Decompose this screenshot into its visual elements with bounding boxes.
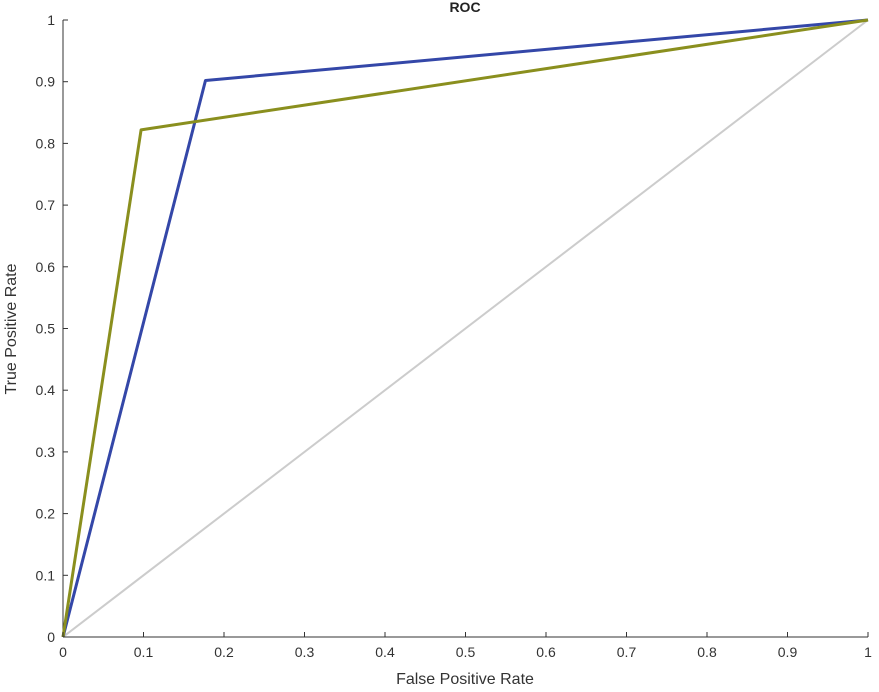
x-tick-label: 0.7 <box>617 644 637 660</box>
x-tick-label: 0.4 <box>375 644 395 660</box>
x-tick-label: 0 <box>59 644 67 660</box>
y-axis-title: True Positive Rate <box>3 263 20 394</box>
x-axis-title: False Positive Rate <box>396 671 534 688</box>
y-tick-label: 0.7 <box>36 197 56 213</box>
y-tick-label: 0.5 <box>36 321 56 337</box>
y-tick-label: 0.8 <box>36 135 56 151</box>
x-tick-label: 1 <box>864 644 872 660</box>
x-tick-label: 0.1 <box>134 644 154 660</box>
y-tick-label: 0.4 <box>36 382 56 398</box>
y-tick-label: 0.3 <box>36 444 56 460</box>
x-tick-label: 0.5 <box>456 644 476 660</box>
series-lines <box>61 18 869 638</box>
y-tick-label: 0.1 <box>36 567 56 583</box>
series-line-2 <box>62 19 869 638</box>
series-line-1 <box>61 18 869 638</box>
x-tick-label: 0.2 <box>214 644 234 660</box>
series-line-0 <box>61 18 869 638</box>
x-tick-label: 0.6 <box>536 644 556 660</box>
chart-title: ROC <box>449 0 480 15</box>
y-tick-label: 0 <box>47 629 55 645</box>
x-tick-label: 0.8 <box>697 644 717 660</box>
ticks: 0 0.1 0.2 0.3 0.4 0.5 0.6 0.7 0.8 0.9 1 0 0.1 0.2 0.3 0… <box>36 12 873 660</box>
y-tick-label: 0.2 <box>36 506 56 522</box>
y-tick-label: 1 <box>47 12 55 28</box>
x-tick-label: 0.9 <box>778 644 798 660</box>
x-tick-label: 0.3 <box>295 644 315 660</box>
y-tick-label: 0.9 <box>36 74 56 90</box>
y-tick-label: 0.6 <box>36 259 56 275</box>
